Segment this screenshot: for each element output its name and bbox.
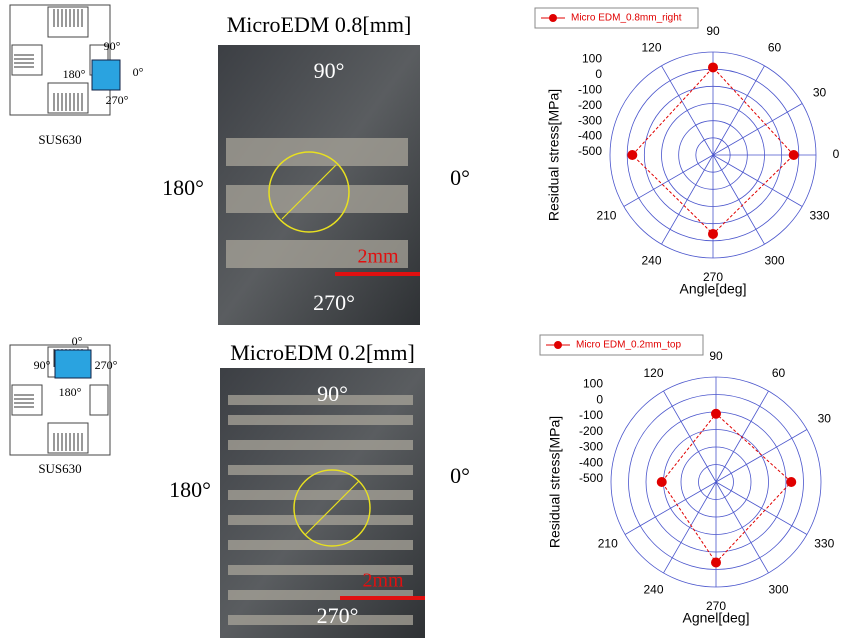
- grid-spoke: [713, 104, 802, 156]
- micrograph-title: MicroEDM 0.8[mm]: [227, 12, 412, 37]
- grid-spoke: [662, 155, 714, 244]
- angle-label: 0°: [72, 334, 83, 348]
- legend-label: Micro EDM_0.8mm_right: [571, 13, 682, 24]
- angle-tick-label: 330: [814, 537, 834, 551]
- grid-spoke: [713, 155, 765, 244]
- y-tick-label: -100: [579, 408, 603, 422]
- grid-spoke: [713, 66, 765, 155]
- y-tick-label: -500: [578, 144, 602, 158]
- angle-tick-label: 330: [810, 209, 830, 223]
- y-tick-label: -200: [579, 424, 603, 438]
- scale-label: 2mm: [357, 246, 399, 268]
- y-tick-label: -100: [578, 82, 602, 96]
- angle-tick-label: 60: [772, 366, 786, 380]
- grid-spoke: [625, 482, 716, 535]
- angle-tick-label: 210: [598, 537, 618, 551]
- grid-spoke: [713, 155, 802, 207]
- decoration: [228, 415, 413, 425]
- y-tick-label: -200: [578, 98, 602, 112]
- material-label: SUS630: [38, 461, 81, 476]
- legend-marker: [549, 14, 557, 22]
- micrograph-bottom-label: 270°: [317, 603, 359, 628]
- decoration: [228, 490, 413, 500]
- angle-tick-label: 240: [643, 582, 663, 596]
- angle-tick-label: 300: [768, 582, 788, 596]
- grid-spoke: [716, 391, 769, 482]
- angle-tick-label: 210: [596, 209, 616, 223]
- y-tick-label: 100: [583, 377, 603, 391]
- grid-spoke: [662, 66, 714, 155]
- grid-spoke: [716, 482, 769, 573]
- angle-tick-label: 60: [768, 41, 782, 55]
- data-point: [786, 477, 796, 487]
- grid-spoke: [664, 391, 717, 482]
- decoration: [12, 45, 42, 75]
- angle-label: 270°: [95, 358, 118, 372]
- decoration: [228, 465, 413, 475]
- material-label: SUS630: [38, 132, 81, 147]
- y-tick-label: -300: [578, 113, 602, 127]
- decoration: [12, 385, 42, 415]
- micrograph-top-label: 90°: [317, 381, 348, 406]
- y-tick-label: -500: [579, 471, 603, 485]
- micrograph-top-label: 90°: [314, 58, 345, 83]
- angle-tick-label: 120: [641, 41, 661, 55]
- data-point: [711, 409, 721, 419]
- data-point: [708, 229, 718, 239]
- scale-label: 2mm: [362, 570, 404, 592]
- grid-spoke: [716, 430, 807, 483]
- angle-tick-label: 30: [818, 412, 832, 426]
- grid-spoke: [624, 155, 713, 207]
- micrograph-title: MicroEDM 0.2[mm]: [230, 340, 415, 365]
- y-tick-label: -300: [579, 440, 603, 454]
- angle-label: 180°: [59, 385, 82, 399]
- right-angle-label: 0°: [450, 165, 470, 190]
- y-axis-title: Residual stress[MPa]: [547, 416, 563, 548]
- figure: 90° 180° 0° 270° SUS630 0° 90° 270° 180° SUS630 Mi…: [0, 0, 845, 638]
- data-point: [657, 477, 667, 487]
- angle-label: 270°: [106, 93, 129, 107]
- highlighted-slot: [55, 350, 91, 378]
- page: {"panels": [ {"schematic": {"labels": ["…: [0, 0, 845, 643]
- y-tick-label: 100: [582, 51, 602, 65]
- data-point: [789, 150, 799, 160]
- left-angle-label: 180°: [169, 477, 211, 502]
- left-angle-label: 180°: [162, 175, 204, 200]
- data-point: [627, 150, 637, 160]
- scale-bar: [340, 596, 425, 600]
- angle-label: 0°: [133, 65, 144, 79]
- y-tick-label: 0: [595, 67, 602, 81]
- scale-bar: [335, 272, 420, 276]
- angle-tick-label: 90: [706, 24, 720, 38]
- legend-label: Micro EDM_0.2mm_top: [576, 340, 681, 351]
- angle-label: 90°: [34, 358, 51, 372]
- data-point: [708, 62, 718, 72]
- grid-spoke: [716, 482, 807, 535]
- angle-tick-label: 120: [643, 366, 663, 380]
- y-tick-label: 0: [596, 392, 603, 406]
- angle-tick-label: 0: [833, 147, 840, 161]
- decoration: [226, 138, 408, 166]
- decoration: [226, 185, 408, 213]
- y-axis-title: Residual stress[MPa]: [546, 89, 562, 221]
- x-axis-title: Agnel[deg]: [683, 610, 750, 626]
- decoration: [90, 385, 108, 415]
- angle-tick-label: 240: [641, 254, 661, 268]
- angle-label: 180°: [63, 67, 86, 81]
- right-angle-label: 0°: [450, 463, 470, 488]
- y-tick-label: -400: [578, 129, 602, 143]
- angle-tick-label: 30: [813, 86, 827, 100]
- micrograph-bottom-label: 270°: [313, 290, 355, 315]
- data-point: [711, 558, 721, 568]
- angle-tick-label: 90: [709, 349, 723, 363]
- x-axis-title: Angle[deg]: [680, 281, 747, 297]
- legend-marker: [554, 341, 562, 349]
- angle-label: 90°: [104, 39, 121, 53]
- y-tick-label: -400: [579, 455, 603, 469]
- decoration: [228, 440, 413, 450]
- angle-tick-label: 300: [764, 254, 784, 268]
- highlighted-slot: [92, 60, 120, 90]
